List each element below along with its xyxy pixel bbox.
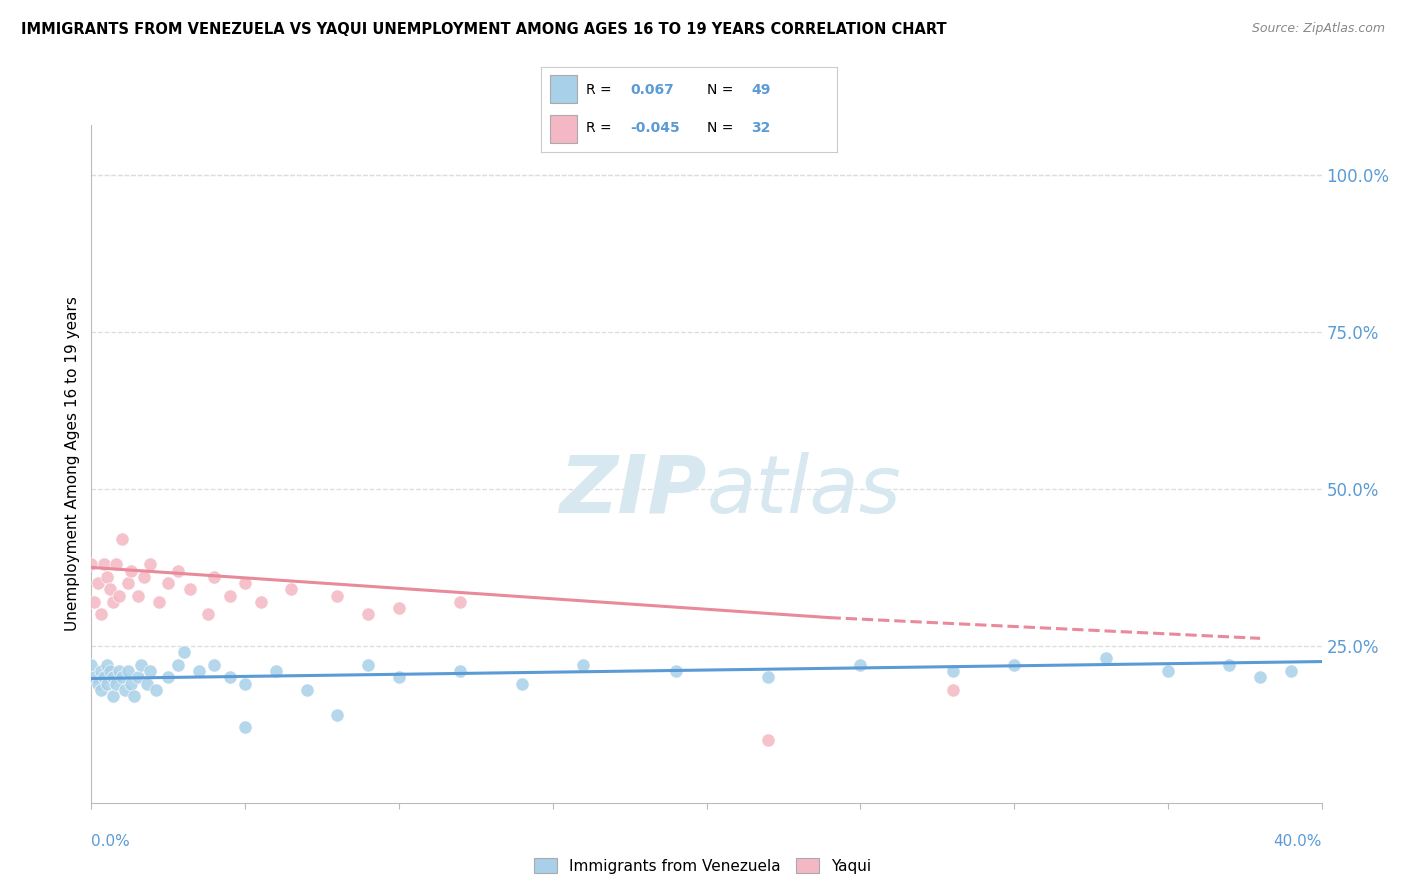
Point xyxy=(510,676,533,690)
Point xyxy=(173,645,195,659)
Point xyxy=(1218,657,1240,672)
Legend: Immigrants from Venezuela, Yaqui: Immigrants from Venezuela, Yaqui xyxy=(529,852,877,880)
Point xyxy=(80,558,103,572)
Point xyxy=(756,733,779,747)
Text: atlas: atlas xyxy=(706,452,901,530)
Point xyxy=(1002,657,1025,672)
Point xyxy=(1279,664,1302,678)
Text: N =: N = xyxy=(707,83,733,96)
Text: 0.0%: 0.0% xyxy=(91,834,131,849)
Point xyxy=(388,601,411,615)
Point xyxy=(357,657,380,672)
Point xyxy=(98,582,121,597)
Point xyxy=(83,670,105,684)
Point xyxy=(80,657,103,672)
Point xyxy=(93,670,115,684)
Point xyxy=(139,664,162,678)
Point xyxy=(166,564,188,578)
Point xyxy=(357,607,380,622)
Point xyxy=(120,676,142,690)
Point xyxy=(98,664,121,678)
Point xyxy=(665,664,688,678)
Point xyxy=(280,582,302,597)
Text: IMMIGRANTS FROM VENEZUELA VS YAQUI UNEMPLOYMENT AMONG AGES 16 TO 19 YEARS CORREL: IMMIGRANTS FROM VENEZUELA VS YAQUI UNEMP… xyxy=(21,22,946,37)
Point xyxy=(326,589,349,603)
Point xyxy=(96,657,118,672)
Point xyxy=(124,689,146,703)
Point xyxy=(108,664,131,678)
Point xyxy=(105,558,127,572)
Point xyxy=(86,676,108,690)
Point xyxy=(572,657,595,672)
Point xyxy=(148,595,170,609)
Y-axis label: Unemployment Among Ages 16 to 19 years: Unemployment Among Ages 16 to 19 years xyxy=(65,296,80,632)
Point xyxy=(157,670,180,684)
Point xyxy=(86,576,108,591)
Point xyxy=(202,570,225,584)
Point xyxy=(114,682,136,697)
Point xyxy=(108,589,131,603)
Point xyxy=(90,607,112,622)
Point xyxy=(295,682,318,697)
FancyBboxPatch shape xyxy=(550,115,576,143)
Point xyxy=(90,664,112,678)
Point xyxy=(111,670,134,684)
Point xyxy=(90,682,112,697)
Point xyxy=(83,595,105,609)
Point xyxy=(120,564,142,578)
Text: N =: N = xyxy=(707,121,733,135)
Point xyxy=(264,664,287,678)
Point xyxy=(101,595,124,609)
FancyBboxPatch shape xyxy=(550,76,576,103)
Text: R =: R = xyxy=(586,83,612,96)
Text: 0.067: 0.067 xyxy=(630,83,673,96)
Point xyxy=(197,607,219,622)
Point xyxy=(127,670,149,684)
Text: Source: ZipAtlas.com: Source: ZipAtlas.com xyxy=(1251,22,1385,36)
Point xyxy=(157,576,180,591)
Point xyxy=(1249,670,1271,684)
Point xyxy=(249,595,271,609)
Text: 49: 49 xyxy=(751,83,770,96)
Point xyxy=(849,657,872,672)
Point xyxy=(449,595,471,609)
Point xyxy=(127,589,149,603)
Text: ZIP: ZIP xyxy=(560,452,706,530)
Point xyxy=(233,721,256,735)
Point xyxy=(145,682,167,697)
Point xyxy=(449,664,471,678)
Point xyxy=(756,670,779,684)
Point xyxy=(101,689,124,703)
Point xyxy=(388,670,411,684)
Point xyxy=(233,676,256,690)
Point xyxy=(166,657,188,672)
Point xyxy=(96,570,118,584)
Text: 32: 32 xyxy=(751,121,770,135)
Point xyxy=(117,576,139,591)
Point xyxy=(135,676,157,690)
Point xyxy=(105,676,127,690)
Point xyxy=(202,657,225,672)
Point xyxy=(218,589,240,603)
Point xyxy=(942,682,965,697)
Point xyxy=(326,707,349,722)
Point xyxy=(132,570,155,584)
Text: R =: R = xyxy=(586,121,612,135)
Point xyxy=(188,664,211,678)
Point xyxy=(111,532,134,546)
Point xyxy=(1157,664,1180,678)
Point xyxy=(218,670,240,684)
Text: -0.045: -0.045 xyxy=(630,121,679,135)
Point xyxy=(96,676,118,690)
Point xyxy=(233,576,256,591)
Point xyxy=(129,657,152,672)
Point xyxy=(1095,651,1118,665)
Point xyxy=(139,558,162,572)
Point xyxy=(942,664,965,678)
Point xyxy=(93,558,115,572)
Point xyxy=(117,664,139,678)
Point xyxy=(101,670,124,684)
Text: 40.0%: 40.0% xyxy=(1274,834,1322,849)
Point xyxy=(179,582,201,597)
